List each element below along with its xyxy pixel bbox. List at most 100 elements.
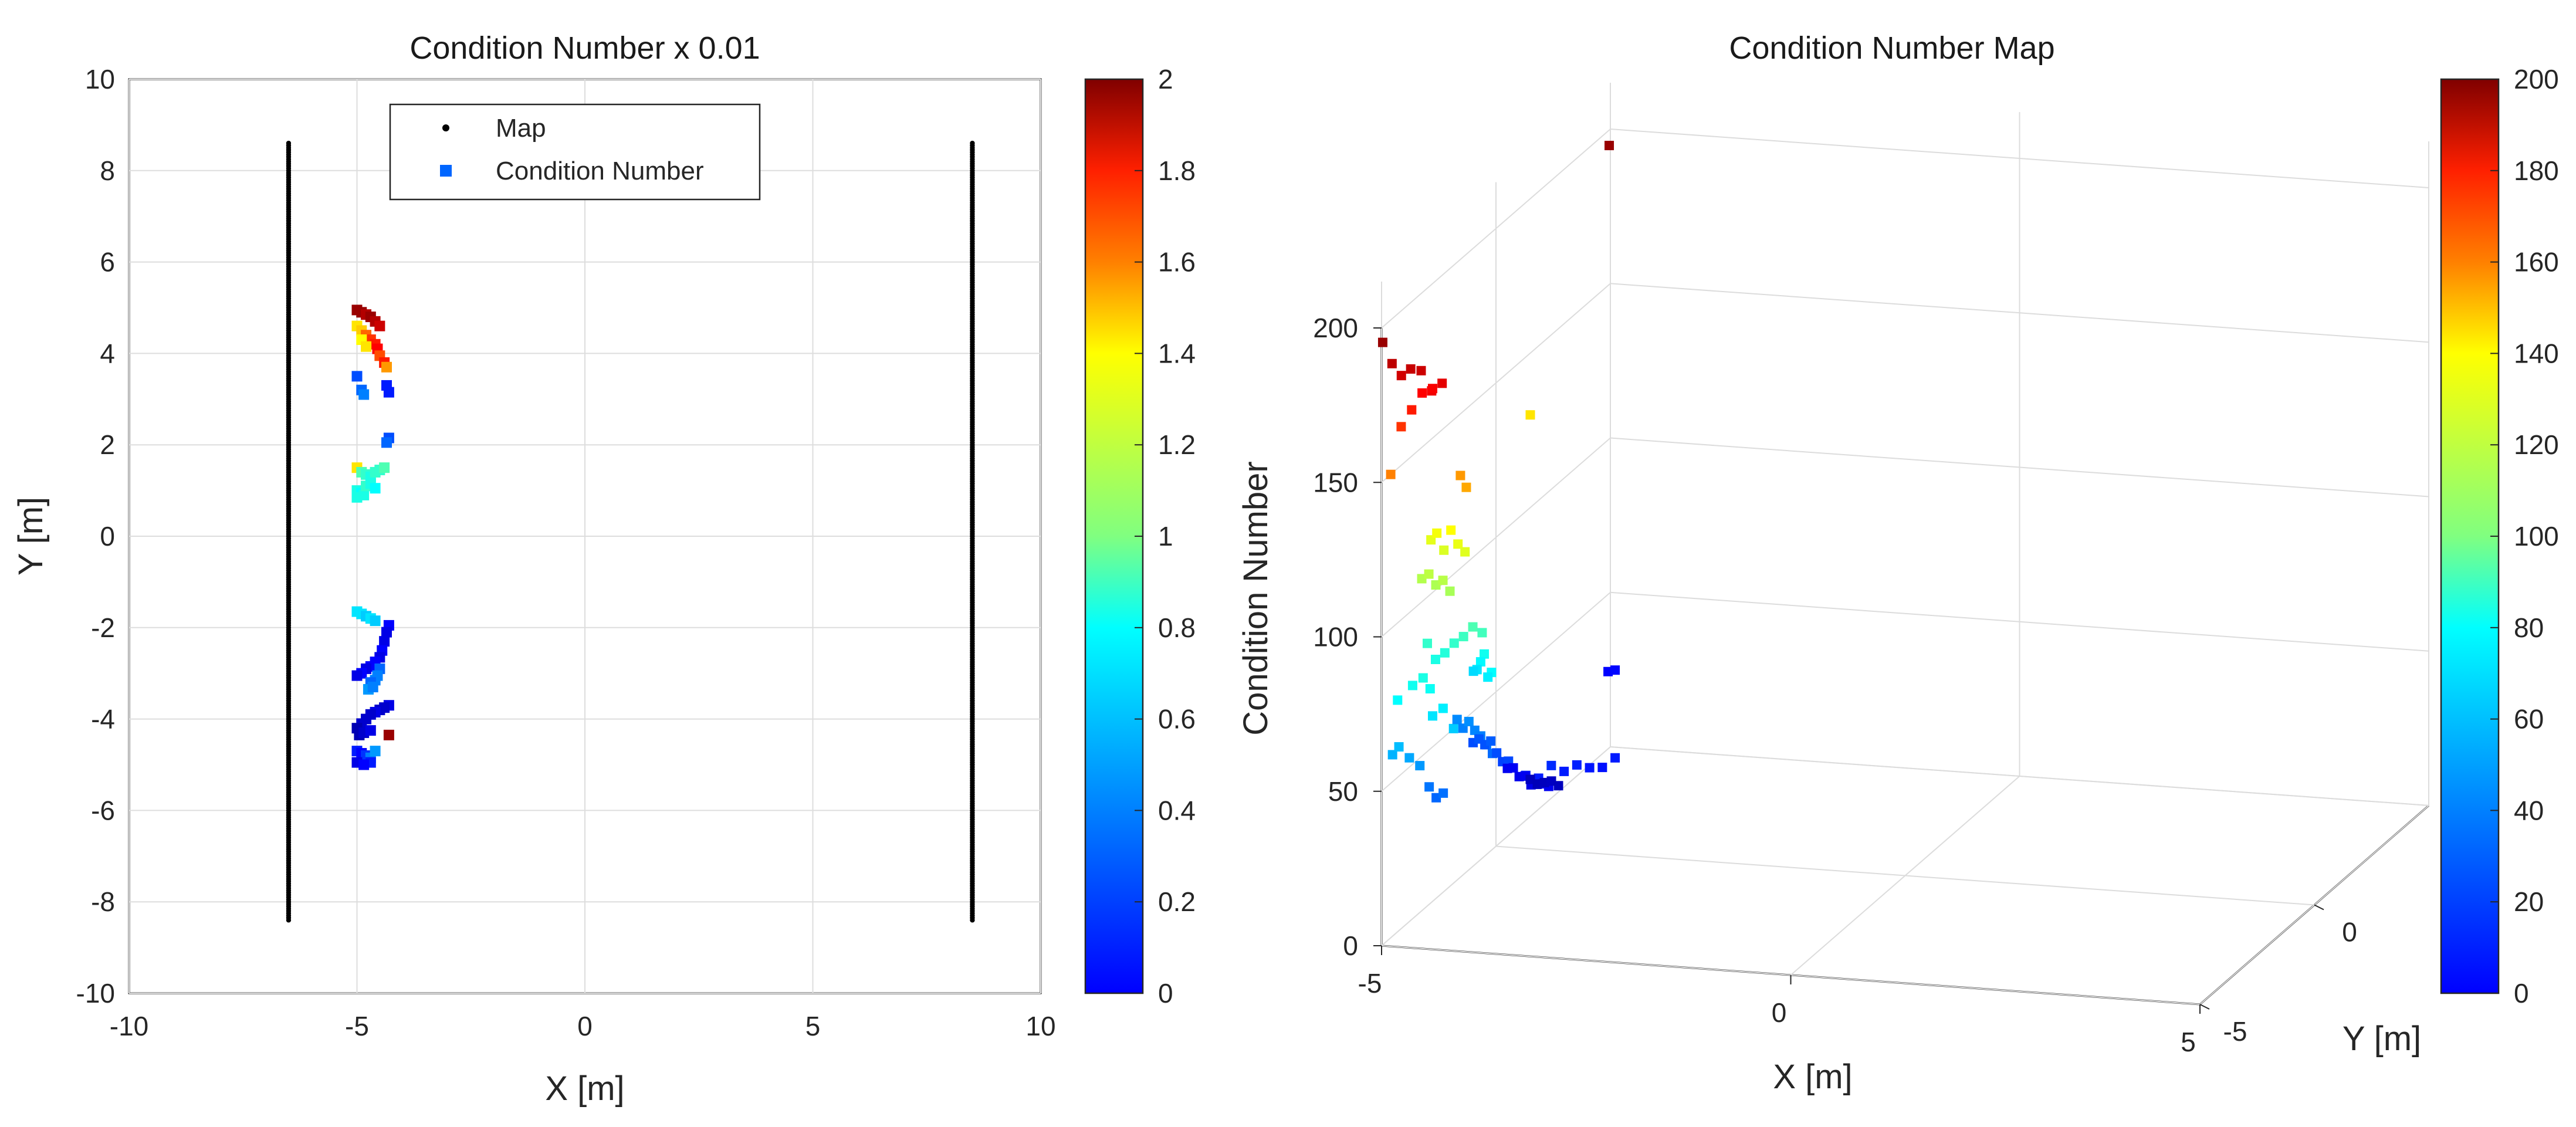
condition-number-point: [1452, 715, 1462, 725]
colorbar: [2440, 78, 2500, 994]
y-tick-label: 0: [2342, 917, 2357, 947]
condition-number-point: [374, 320, 385, 331]
colorbar-tick-label: 180: [2514, 155, 2559, 186]
y-tick-label: 10: [85, 64, 115, 94]
condition-number-point: [1438, 703, 1448, 713]
z-axis-label: Condition Number: [1237, 461, 1275, 735]
x-tick-labels: -5 0 5: [1358, 946, 2201, 1057]
condition-number-point: [1605, 141, 1614, 151]
x-tick-label: 5: [2181, 1027, 2196, 1057]
condition-number-points: [1377, 141, 1620, 803]
colorbar-tick-label: 1.8: [1158, 155, 1196, 186]
condition-number-point: [1448, 723, 1458, 733]
z-tick-labels: 0 50 100 150 200: [1313, 313, 1382, 961]
condition-number-point: [1396, 422, 1406, 432]
condition-number-point: [358, 389, 370, 400]
condition-number-point: [370, 615, 381, 627]
y-tick: [2314, 904, 2324, 911]
grid: [1381, 83, 2429, 1005]
condition-number-point: [1394, 742, 1404, 752]
condition-number-point: [1546, 760, 1556, 770]
condition-number-point: [383, 729, 394, 740]
grid-line: [1495, 845, 2315, 906]
condition-number-point: [379, 636, 390, 647]
colorbar-tick-label: 0: [2514, 978, 2529, 1008]
condition-number-point: [361, 341, 372, 352]
legend[interactable]: Map Condition Number: [389, 103, 761, 201]
legend-map-marker: [442, 124, 449, 131]
x-tick-label: 5: [805, 1011, 821, 1041]
map-point: [970, 140, 975, 146]
condition-number-point: [351, 371, 363, 382]
x-tick-label: 0: [1772, 997, 1787, 1028]
colorbar-tick-label: 0.4: [1158, 795, 1196, 825]
condition-number-point: [1559, 766, 1569, 776]
condition-number-point: [1597, 763, 1607, 773]
condition-number-point: [381, 437, 392, 448]
x-tick-label: -5: [1358, 968, 1382, 999]
condition-number-point: [1440, 648, 1450, 658]
axes-box: [1380, 328, 2429, 1006]
condition-number-point: [1377, 337, 1387, 347]
y-tick-labels: -10 -8 -6 -4 -2 0 2 4 6 8 10: [76, 64, 115, 1008]
condition-number-point: [1486, 736, 1496, 746]
condition-number-point: [1424, 782, 1434, 792]
colorbar-tick-label: 1.2: [1158, 429, 1196, 460]
condition-number-point: [1407, 681, 1417, 691]
condition-number-point: [1386, 469, 1396, 479]
condition-number-point: [1455, 471, 1465, 480]
colorbar-tick-label: 0.2: [1158, 886, 1196, 917]
colorbar-tick-label: 60: [2514, 704, 2544, 735]
condition-number-point: [1428, 384, 1437, 394]
condition-number-point: [1415, 761, 1425, 771]
colorbar-tick-label: 140: [2514, 338, 2559, 368]
y-axis-label: Y [m]: [2343, 1020, 2421, 1058]
condition-number-point: [1572, 760, 1582, 770]
condition-number-point: [1468, 666, 1478, 676]
x-axis-label: X [m]: [545, 1070, 624, 1108]
legend-condition-marker: [440, 165, 452, 177]
condition-number-point: [1585, 763, 1595, 773]
condition-number-point: [1416, 365, 1426, 375]
y-tick-label: -4: [91, 704, 115, 735]
legend-entry-condition-number: Condition Number: [496, 157, 704, 185]
condition-number-point: [1430, 655, 1440, 664]
condition-number-point: [1480, 649, 1490, 659]
condition-number-points: [351, 304, 394, 770]
condition-number-point: [1407, 405, 1417, 415]
condition-number-point: [1396, 371, 1406, 381]
x-tick-label: -10: [110, 1011, 148, 1041]
condition-number-point: [1483, 672, 1493, 682]
condition-number-point: [370, 483, 381, 494]
condition-number-point: [1525, 410, 1535, 420]
condition-number-point: [1406, 364, 1416, 374]
y-tick-label: -6: [91, 795, 115, 825]
grid-line: [1610, 746, 2429, 806]
z-tick-label: 150: [1313, 467, 1358, 497]
condition-number-point: [1393, 695, 1403, 705]
condition-number-point: [1508, 763, 1518, 773]
condition-number-point: [1468, 622, 1478, 632]
grid: [128, 79, 1041, 994]
condition-number-point: [1438, 576, 1448, 586]
condition-number-point: [1428, 711, 1437, 721]
condition-number-point: [1432, 528, 1442, 538]
y-tick-label: -2: [91, 612, 115, 643]
colorbar-tick-label: 1.6: [1158, 247, 1196, 277]
condition-number-point: [1445, 586, 1455, 596]
x-tick-labels: -10 -5 0 5 10: [110, 1011, 1056, 1041]
y-tick: [2199, 1004, 2210, 1010]
condition-number-point: [1464, 716, 1474, 726]
condition-number-point: [358, 759, 370, 770]
y-tick-label: 4: [100, 338, 115, 368]
condition-number-point: [1417, 388, 1427, 398]
colorbar-tick-label: 40: [2514, 795, 2544, 825]
colorbar: [1084, 78, 1144, 994]
x-tick-label: -5: [345, 1011, 369, 1041]
x-tick-label: 0: [577, 1011, 593, 1041]
condition-number-point: [1449, 638, 1459, 648]
colorbar-tick-label: 0.8: [1158, 612, 1196, 643]
z-tick-label: 50: [1328, 776, 1358, 807]
condition-number-point: [1424, 569, 1434, 579]
